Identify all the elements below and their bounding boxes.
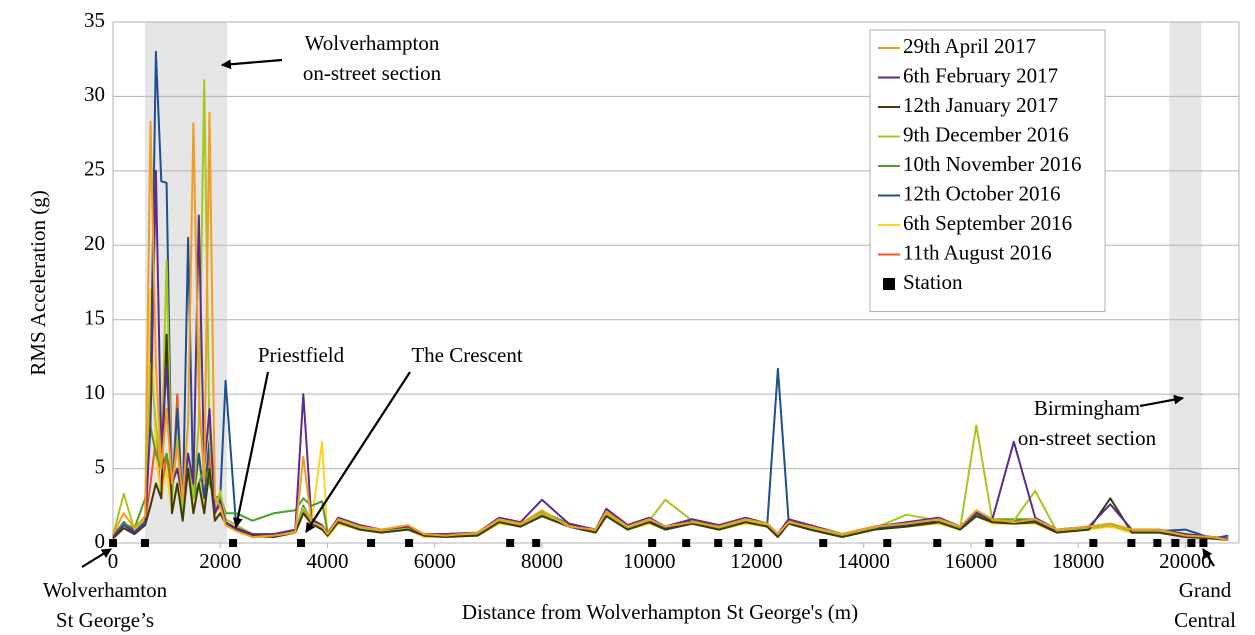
legend-label: 10th November 2016 [903,152,1081,176]
legend-label: Station [903,270,963,294]
annotation: Birmingham [1034,396,1140,420]
station-marker [1127,539,1136,547]
station-marker [985,539,994,547]
legend-label: 12th January 2017 [903,93,1058,117]
y-tick-label: 0 [95,529,106,553]
x-tick-label: 6000 [414,549,456,573]
arrow [81,548,112,568]
station-marker [109,539,117,547]
station-marker [1199,539,1208,547]
legend-box [869,29,1106,312]
annotation: Priestfield [258,343,345,367]
y-tick-label: 10 [84,380,105,404]
station-marker [754,539,763,547]
annotation: on-street section [1018,426,1157,450]
y-tick-label: 25 [84,157,105,181]
x-tick-label: 2000 [199,549,241,573]
station-marker [1016,539,1025,547]
legend-label: 6th September 2016 [903,211,1072,235]
x-tick-label: 14000 [837,549,890,573]
x-tick-label: 8000 [521,549,563,573]
station-marker [714,539,723,547]
annotation: on-street section [303,61,442,85]
x-axis-label: Distance from Wolverhampton St George's … [462,600,858,624]
arrow [1202,548,1215,567]
legend-label: 9th December 2016 [903,122,1069,146]
annotation: Wolverhampton [305,31,440,55]
y-tick-label: 15 [84,306,105,330]
station-marker [1187,539,1196,547]
series-line [112,333,1229,541]
x-tick-label: 0 [108,549,119,573]
station-marker [405,539,414,547]
y-tick-label: 20 [84,231,105,255]
station-marker [1153,539,1162,547]
arrow [221,58,283,70]
annotation-arrows [81,58,1215,568]
y-tick-label: 5 [95,454,106,478]
x-tick-label: 4000 [306,549,348,573]
x-tick-label: 18000 [1052,549,1105,573]
x-tick-label: 20000 [1159,549,1212,573]
annotation: Wolverhamton [43,578,168,602]
station-marker [1171,539,1180,547]
legend-label: 6th February 2017 [903,63,1058,87]
annotation: St George’s [56,608,154,632]
legend-label: 11th August 2016 [903,240,1052,264]
station-marker [367,539,376,547]
series-layer [112,50,1229,541]
station-marker [297,539,306,547]
station-marker [648,539,657,547]
station-marker [933,539,942,547]
station-marker [883,539,892,547]
station-marker [229,539,238,547]
plot-frame [112,21,1240,544]
arrow [1139,394,1184,408]
station-marker [532,539,541,547]
y-tick-label: 30 [84,82,105,106]
x-tick-label: 10000 [623,549,676,573]
y-axis-label: RMS Acceleration (g) [26,190,50,375]
x-tick-label: 12000 [730,549,783,573]
arrow [232,371,270,528]
arrow [305,371,411,533]
station-marker [506,539,515,547]
legend-label: 12th October 2016 [903,181,1060,205]
legend-label: 29th April 2017 [903,34,1036,58]
station-marker [682,539,691,547]
station-marker [819,539,828,547]
x-tick-label: 16000 [945,549,998,573]
station-marker [1089,539,1098,547]
station-marker [141,539,150,547]
annotation: Grand [1179,578,1232,602]
y-tick-label: 35 [84,8,105,32]
legend-swatch [883,278,895,290]
series-line [112,111,1229,541]
station-marker [734,539,743,547]
annotation: Central [1174,608,1236,632]
highlight-range [1169,22,1202,543]
annotation: The Crescent [411,343,523,367]
foreground-layer: 0 5 10 15 20 25 30 35 0 2000 4000 6000 8000 10000 1200… [43,8,1236,632]
